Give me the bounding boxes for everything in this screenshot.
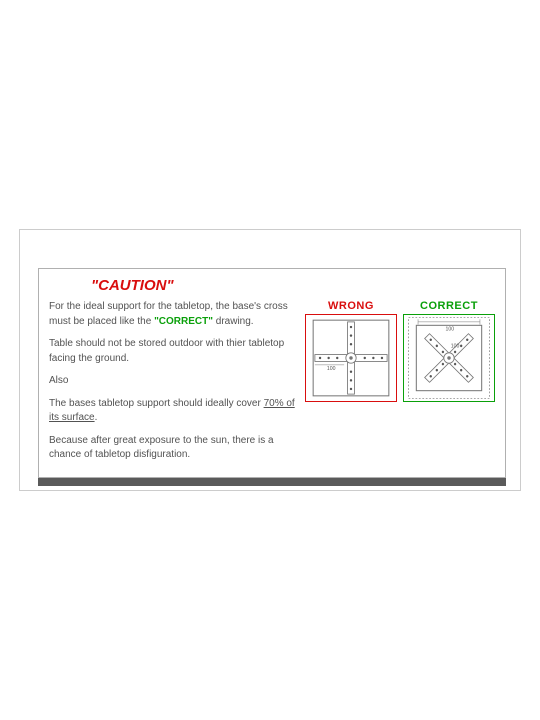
diagram-column: WRONG <box>305 300 495 471</box>
paragraph-5: Because after great exposure to the sun,… <box>49 434 297 463</box>
text-column: For the ideal support for the tabletop, … <box>49 300 297 471</box>
p1-correct-word: "CORRECT" <box>154 316 213 327</box>
correct-diagram-block: CORRECT <box>403 300 495 471</box>
correct-label: CORRECT <box>403 300 495 312</box>
wrong-dim-label: 100 <box>327 366 336 372</box>
paragraph-1: For the ideal support for the tabletop, … <box>49 300 297 329</box>
slide-panel: "CAUTION" For the ideal support for the … <box>38 268 506 478</box>
wrong-diagram-block: WRONG <box>305 300 397 471</box>
paragraph-2: Table should not be stored outdoor with … <box>49 337 297 366</box>
paragraph-3: Also <box>49 374 297 389</box>
correct-dim-inner: 100 <box>451 344 460 350</box>
outer-frame: "CAUTION" For the ideal support for the … <box>19 229 521 491</box>
paragraph-4: The bases tabletop support should ideall… <box>49 397 297 426</box>
wrong-diagram-svg: 100 <box>305 314 397 402</box>
p4-text-c: . <box>95 412 98 423</box>
correct-dim-top: 100 <box>446 326 455 332</box>
caution-title: "CAUTION" <box>91 277 495 294</box>
p1-text-c: drawing. <box>213 316 254 327</box>
p4-text-a: The bases tabletop support should ideall… <box>49 398 264 409</box>
content-row: For the ideal support for the tabletop, … <box>49 300 495 471</box>
wrong-label: WRONG <box>305 300 397 312</box>
correct-diagram-svg: 100 100 <box>403 314 495 402</box>
